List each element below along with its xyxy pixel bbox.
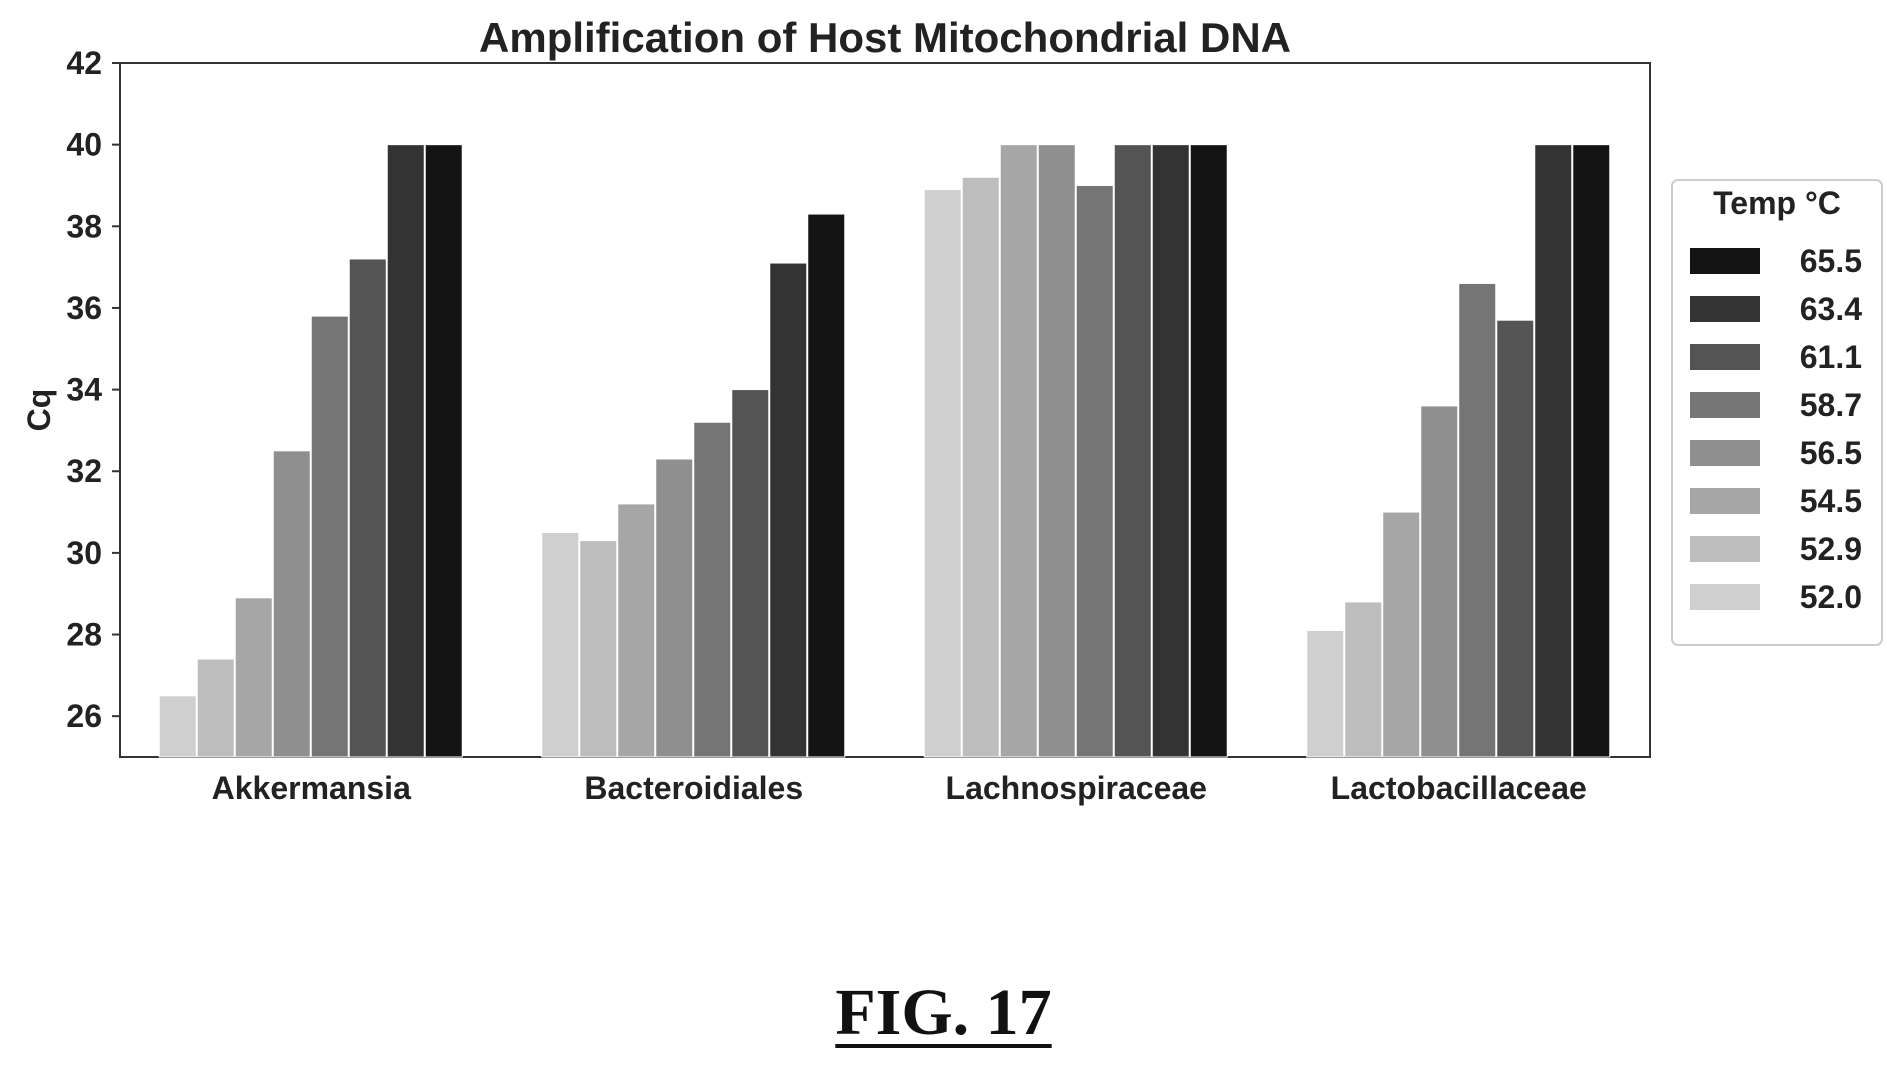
bar [386, 144, 425, 758]
bar [617, 503, 656, 758]
y-tick-label: 38 [66, 208, 102, 244]
legend: Temp °C 65.5 63.4 61.1 58.7 56.5 54.5 52.9 52.0 [1671, 179, 1883, 646]
bar [1151, 144, 1190, 758]
legend-swatch [1690, 248, 1760, 274]
legend-label: 52.9 [1800, 531, 1862, 567]
bar [1572, 144, 1611, 758]
figure-label-text: FIG. 17 [835, 976, 1052, 1049]
legend-label: 61.1 [1800, 339, 1862, 375]
bar [1113, 144, 1152, 758]
legend-label: 54.5 [1800, 483, 1862, 519]
bar [1420, 405, 1459, 758]
y-tick-label: 40 [66, 127, 102, 163]
y-tick-label: 42 [66, 45, 102, 81]
bar [234, 597, 273, 758]
bar [1306, 629, 1345, 758]
legend-swatch [1690, 584, 1760, 610]
legend-label: 65.5 [1800, 243, 1862, 279]
bar [731, 389, 770, 758]
bar [196, 658, 235, 758]
legend-swatch [1690, 536, 1760, 562]
legend-label: 56.5 [1800, 435, 1862, 471]
y-tick-label: 30 [66, 535, 102, 571]
legend-title: Temp °C [1713, 185, 1841, 221]
y-tick-label: 32 [66, 453, 102, 489]
legend-swatch [1690, 296, 1760, 322]
bar [769, 262, 808, 758]
legend-label: 58.7 [1800, 387, 1862, 423]
y-axis: 26 28 30 32 34 36 38 40 42 [66, 45, 120, 734]
bar [1189, 144, 1228, 758]
bar [655, 458, 694, 758]
bar [693, 421, 732, 758]
legend-swatch [1690, 392, 1760, 418]
figure-label: FIG. 17 [0, 975, 1887, 1051]
legend-label: 63.4 [1800, 291, 1862, 327]
bar [158, 695, 197, 758]
legend-swatch [1690, 488, 1760, 514]
bar [310, 315, 349, 758]
plot-area [119, 62, 1651, 758]
bar [961, 176, 1000, 758]
y-tick-label: 34 [66, 372, 102, 408]
bar [1496, 319, 1535, 758]
bar [1075, 184, 1114, 758]
bar [579, 540, 618, 758]
bar [272, 450, 311, 758]
x-axis: Akkermansia Bacteroidiales Lachnospiraceae… [212, 770, 1587, 806]
legend-swatch [1690, 344, 1760, 370]
bar [1037, 144, 1076, 758]
x-tick-label: Lachnospiraceae [946, 770, 1207, 806]
bar [1458, 282, 1497, 758]
bar [348, 258, 387, 758]
legend-swatch [1690, 440, 1760, 466]
legend-label: 52.0 [1800, 579, 1862, 615]
chart-title: Amplification of Host Mitochondrial DNA [479, 14, 1291, 61]
bars [158, 144, 1611, 758]
bar [1344, 601, 1383, 758]
bar [1382, 511, 1421, 758]
x-tick-label: Bacteroidiales [584, 770, 803, 806]
y-tick-label: 36 [66, 290, 102, 326]
bar [1534, 144, 1573, 758]
y-tick-label: 26 [66, 698, 102, 734]
bar [807, 213, 846, 758]
x-tick-label: Akkermansia [212, 770, 411, 806]
bar [424, 144, 463, 758]
y-axis-label: Cq [21, 389, 57, 432]
bar [999, 144, 1038, 758]
x-tick-label: Lactobacillaceae [1331, 770, 1587, 806]
y-tick-label: 28 [66, 617, 102, 653]
bar [923, 189, 962, 758]
bar [541, 531, 580, 758]
